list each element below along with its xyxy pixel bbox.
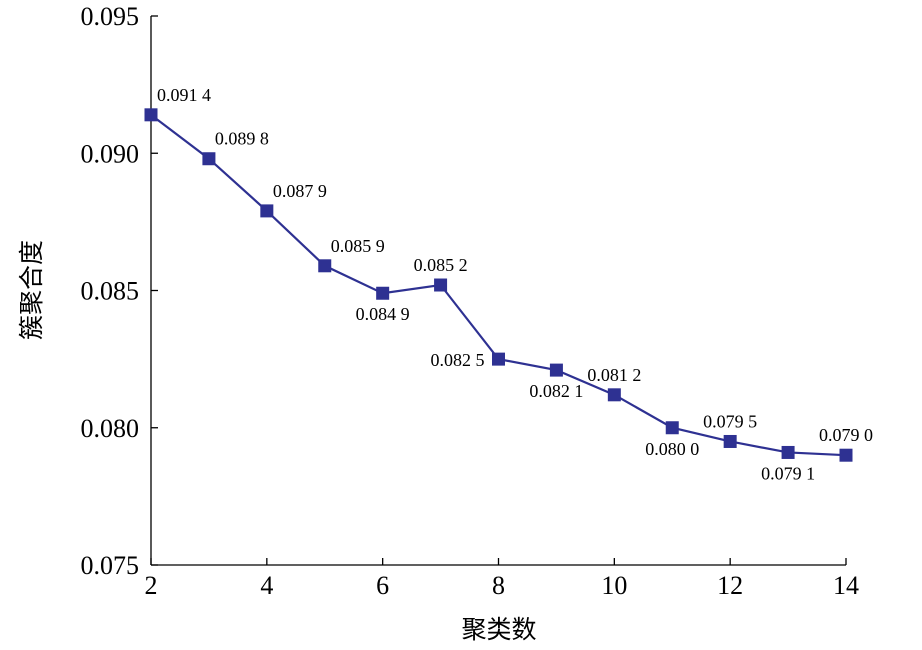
x-tick-label: 12	[717, 571, 743, 600]
data-point-marker	[839, 448, 853, 462]
data-point-marker	[723, 434, 737, 448]
x-tick-label: 6	[376, 571, 389, 600]
data-label: 0.082 1	[529, 381, 583, 401]
data-label: 0.079 1	[761, 463, 815, 483]
data-point-marker	[492, 352, 505, 366]
x-tick-label: 4	[260, 571, 273, 600]
data-point-marker	[260, 204, 274, 218]
y-tick-label: 0.095	[81, 2, 140, 31]
y-axis-title: 簇聚合度	[17, 240, 46, 340]
data-label: 0.085 2	[414, 255, 468, 275]
data-labels: 0.091 4 0.089 8 0.087 9 0.085 9 0.084 9 0.085…	[157, 85, 873, 484]
x-tick-label: 2	[145, 571, 158, 600]
data-point-marker	[376, 286, 390, 300]
data-point-marker	[202, 152, 216, 166]
data-point-marker	[781, 445, 795, 459]
series-line	[150, 113, 847, 457]
data-point-marker	[665, 421, 679, 435]
series-layer	[144, 108, 853, 462]
y-tick-label: 0.080	[81, 414, 140, 443]
data-label: 0.081 2	[587, 365, 641, 385]
data-label: 0.082 5	[431, 350, 485, 370]
data-label: 0.087 9	[273, 181, 327, 201]
data-point-marker	[318, 259, 332, 273]
data-label: 0.091 4	[157, 85, 211, 105]
x-tick-label: 14	[833, 571, 859, 600]
data-label: 0.079 0	[819, 425, 873, 445]
data-label: 0.079 5	[703, 411, 757, 431]
data-point-marker	[549, 363, 563, 377]
data-point-marker	[434, 278, 448, 292]
axes: 0.075 0.080 0.085 0.090 0.095 2 4 6 8 10 12 14	[81, 2, 860, 600]
x-tick-label: 10	[601, 571, 627, 600]
data-label: 0.080 0	[645, 439, 699, 459]
data-label: 0.089 8	[215, 129, 269, 149]
x-tick-label: 8	[492, 571, 505, 600]
y-tick-label: 0.090	[81, 139, 140, 168]
x-axis-title: 聚类数	[461, 615, 536, 644]
data-point-marker	[607, 388, 621, 402]
y-tick-label: 0.075	[81, 551, 140, 580]
y-tick-label: 0.085	[81, 277, 140, 306]
data-point-marker	[144, 108, 158, 122]
data-label: 0.084 9	[356, 304, 410, 324]
data-label: 0.085 9	[331, 236, 385, 256]
